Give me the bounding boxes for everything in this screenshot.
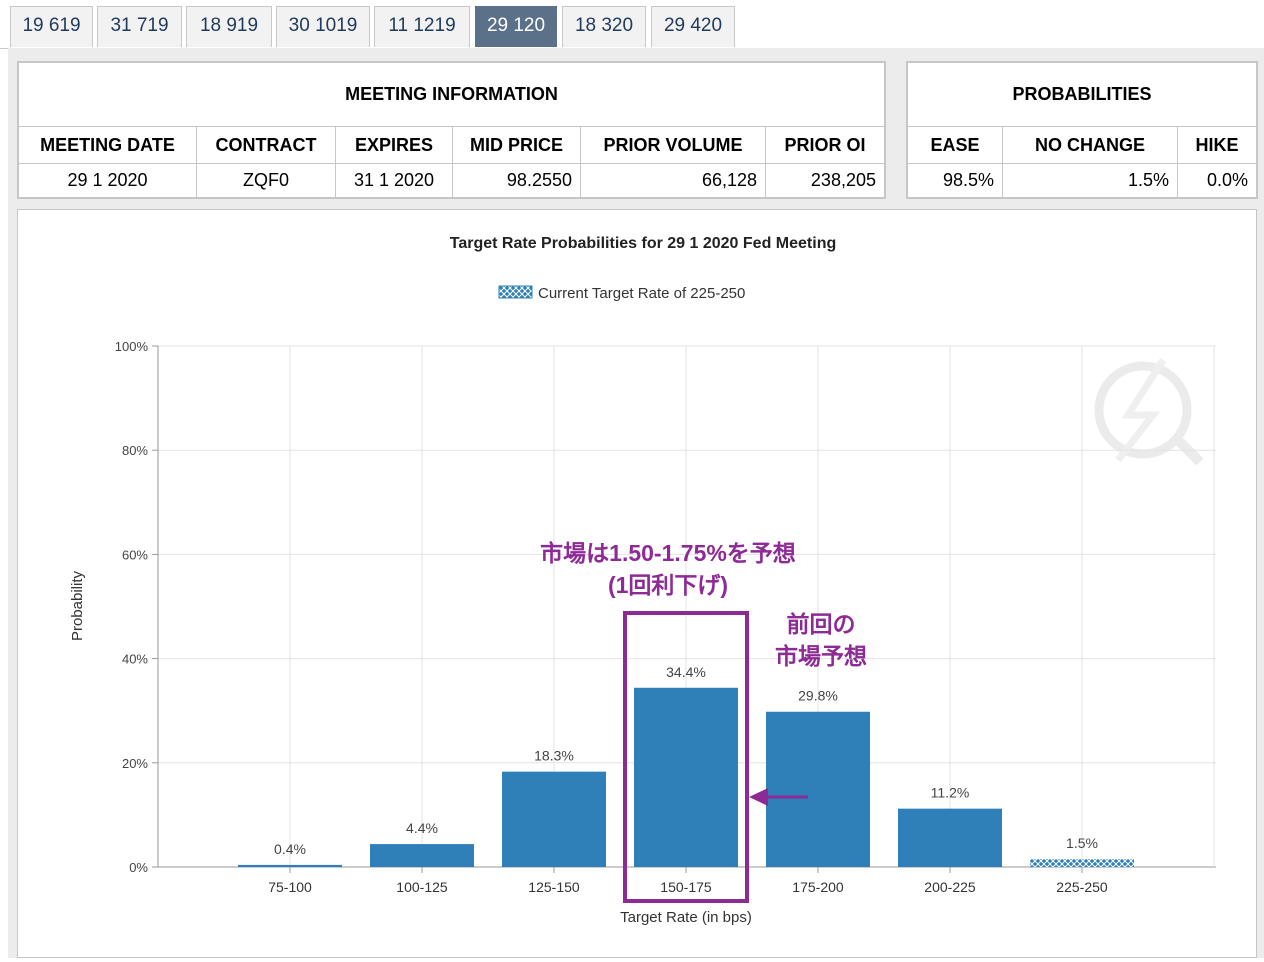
- expires-value: 31 1 2020: [335, 163, 453, 198]
- bar-200-225: [898, 808, 1002, 867]
- prior-volume-header: PRIOR VOLUME: [580, 125, 766, 165]
- market-expectation-text: 市場は1.50-1.75%を予想: [540, 540, 796, 566]
- prior-oi-value: 238,205: [765, 163, 885, 198]
- tab-30-1019[interactable]: 30 1019: [276, 6, 370, 47]
- rate-cut-text: (1回利下げ): [608, 572, 728, 598]
- bar-75-100: [238, 864, 342, 867]
- x-tick-label: 150-175: [660, 879, 712, 895]
- mid-price-value: 98.2550: [452, 163, 581, 198]
- arrow-left-icon: [749, 788, 768, 806]
- bar-125-150: [502, 771, 606, 867]
- mid-price-header: MID PRICE: [452, 125, 581, 165]
- no-change-value: 1.5%: [1002, 163, 1178, 198]
- tab-29-420[interactable]: 29 420: [651, 6, 735, 47]
- prior-volume-value: 66,128: [580, 163, 766, 198]
- x-tick-label: 175-200: [792, 879, 844, 895]
- y-tick-label: 80%: [122, 443, 148, 458]
- x-tick-label: 75-100: [268, 879, 312, 895]
- tab-18-320[interactable]: 18 320: [562, 6, 646, 47]
- hike-value: 0.0%: [1177, 163, 1257, 198]
- bar-100-125: [370, 844, 474, 867]
- y-tick-label: 100%: [115, 339, 149, 354]
- bar-value-label: 1.5%: [1066, 835, 1098, 851]
- bar-175-200: [766, 711, 870, 867]
- meeting-date-header: MEETING DATE: [18, 125, 197, 165]
- ease-value: 98.5%: [907, 163, 1003, 198]
- bar-value-label: 0.4%: [274, 841, 306, 857]
- probabilities-title: PROBABILITIES: [907, 62, 1257, 127]
- no-change-header: NO CHANGE: [1002, 125, 1178, 165]
- tab-18-919[interactable]: 18 919: [186, 6, 272, 47]
- meeting-information-table: MEETING INFORMATION MEETING DATE CONTRAC…: [17, 61, 886, 199]
- watermark-logo-icon: [1094, 358, 1204, 466]
- expires-header: EXPIRES: [335, 125, 453, 165]
- hike-header: HIKE: [1177, 125, 1257, 165]
- market-expectation-annotation: 市場は1.50-1.75%を予想 (1回利下げ) 前回の 市場予想: [540, 540, 867, 903]
- previous-market-text: 市場予想: [775, 643, 867, 669]
- probabilities-table: PROBABILITIES EASE NO CHANGE HIKE 98.5% …: [906, 61, 1258, 199]
- bar-150-175: [634, 687, 738, 867]
- target-rate-chart: Target Rate Probabilities for 29 1 2020 …: [69, 235, 1216, 926]
- tab-11-1219[interactable]: 11 1219: [374, 6, 470, 47]
- meeting-information-title: MEETING INFORMATION: [18, 62, 885, 127]
- x-axis-label: Target Rate (in bps): [620, 909, 752, 926]
- x-tick-label: 125-150: [528, 879, 580, 895]
- bar-value-label: 11.2%: [931, 785, 970, 801]
- prior-oi-header: PRIOR OI: [765, 125, 885, 165]
- tab-31-719[interactable]: 31 719: [97, 6, 182, 47]
- tab-29-120[interactable]: 29 120: [475, 6, 557, 47]
- chart-panel: Target Rate Probabilities for 29 1 2020 …: [17, 209, 1257, 958]
- contract-header: CONTRACT: [196, 125, 336, 165]
- bar-value-label: 29.8%: [798, 688, 838, 704]
- legend-label: Current Target Rate of 225-250: [538, 285, 745, 302]
- legend-swatch: [498, 285, 533, 299]
- x-tick-label: 100-125: [396, 879, 448, 895]
- y-axis-label: Probability: [69, 570, 86, 641]
- meeting-date-tabs: 19 619 31 719 18 919 30 1019 11 1219 29 …: [0, 0, 1264, 49]
- y-tick-label: 0%: [129, 860, 148, 875]
- bar-value-label: 18.3%: [534, 748, 574, 764]
- y-tick-label: 40%: [122, 652, 148, 667]
- bar-225-250: [1030, 859, 1134, 867]
- meeting-date-value: 29 1 2020: [18, 163, 197, 198]
- previous-expectation-text: 前回の: [787, 611, 856, 637]
- contract-value: ZQF0: [196, 163, 336, 198]
- x-tick-label: 200-225: [924, 879, 976, 895]
- tab-19-619[interactable]: 19 619: [10, 6, 93, 47]
- ease-header: EASE: [907, 125, 1003, 165]
- bar-value-label: 34.4%: [666, 664, 706, 680]
- x-tick-label: 225-250: [1056, 879, 1108, 895]
- y-tick-label: 20%: [122, 756, 148, 771]
- bar-value-label: 4.4%: [406, 820, 438, 836]
- chart-title: Target Rate Probabilities for 29 1 2020 …: [450, 235, 836, 252]
- highlight-box: [623, 611, 749, 903]
- y-tick-label: 60%: [122, 547, 148, 562]
